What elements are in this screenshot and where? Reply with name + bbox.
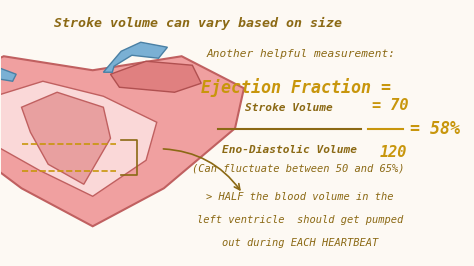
Text: 120: 120 <box>380 145 407 160</box>
Polygon shape <box>21 92 110 184</box>
Polygon shape <box>110 61 201 92</box>
Polygon shape <box>103 42 167 72</box>
Text: Stroke Volume: Stroke Volume <box>246 103 333 113</box>
Text: (Can fluctuate between 50 and 65%): (Can fluctuate between 50 and 65%) <box>192 164 405 173</box>
Text: Stroke volume can vary based on size: Stroke volume can vary based on size <box>54 17 342 30</box>
Polygon shape <box>0 56 244 226</box>
Text: out during EACH HEARTBEAT: out during EACH HEARTBEAT <box>222 238 378 248</box>
Text: Ejection Fraction =: Ejection Fraction = <box>201 78 392 97</box>
Text: > HALF the blood volume in the: > HALF the blood volume in the <box>206 193 394 202</box>
Text: Eno-Diastolic Volume: Eno-Diastolic Volume <box>222 145 357 155</box>
Text: Another helpful measurement:: Another helpful measurement: <box>207 49 396 59</box>
Text: = 70: = 70 <box>372 98 409 113</box>
Polygon shape <box>0 43 16 81</box>
Text: = 58%: = 58% <box>410 120 460 138</box>
Text: left ventricle  should get pumped: left ventricle should get pumped <box>197 215 403 225</box>
Polygon shape <box>0 81 157 196</box>
